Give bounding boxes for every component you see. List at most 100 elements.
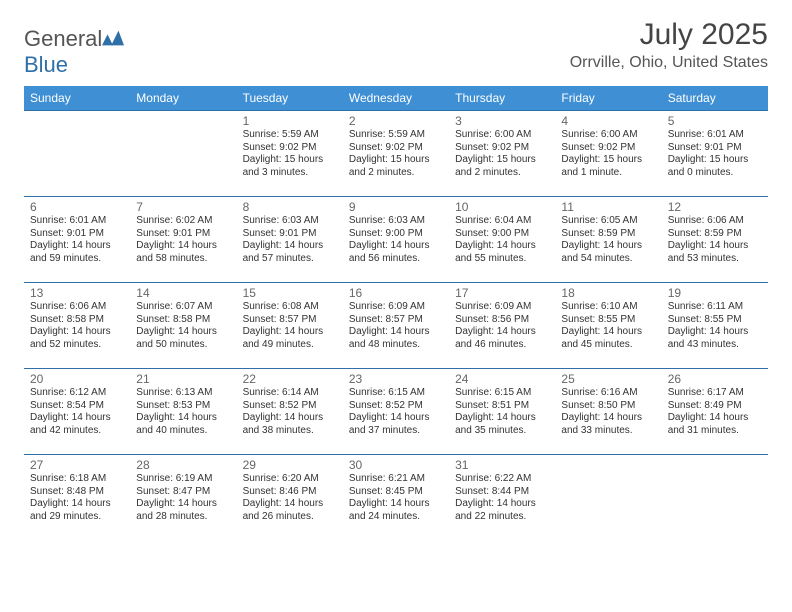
sunset-line: Sunset: 8:51 PM — [455, 400, 549, 413]
daylight-line: Daylight: 14 hours and 54 minutes. — [561, 240, 655, 265]
day-number: 5 — [668, 114, 762, 128]
location-label: Orrville, Ohio, United States — [570, 54, 768, 72]
weekday-header: Friday — [555, 86, 661, 111]
sunset-line: Sunset: 8:53 PM — [136, 400, 230, 413]
calendar-day-cell: 15Sunrise: 6:08 AMSunset: 8:57 PMDayligh… — [237, 283, 343, 369]
weekday-header: Thursday — [449, 86, 555, 111]
calendar-day-cell: 27Sunrise: 6:18 AMSunset: 8:48 PMDayligh… — [24, 455, 130, 541]
sunrise-line: Sunrise: 6:18 AM — [30, 473, 124, 486]
daylight-line: Daylight: 14 hours and 29 minutes. — [30, 498, 124, 523]
daylight-line: Daylight: 14 hours and 50 minutes. — [136, 326, 230, 351]
day-number: 16 — [349, 286, 443, 300]
day-number: 6 — [30, 200, 124, 214]
calendar-day-cell: 23Sunrise: 6:15 AMSunset: 8:52 PMDayligh… — [343, 369, 449, 455]
calendar-day-cell: 30Sunrise: 6:21 AMSunset: 8:45 PMDayligh… — [343, 455, 449, 541]
day-number: 3 — [455, 114, 549, 128]
sunset-line: Sunset: 8:52 PM — [349, 400, 443, 413]
sunset-line: Sunset: 9:01 PM — [136, 228, 230, 241]
day-number: 19 — [668, 286, 762, 300]
sunset-line: Sunset: 9:01 PM — [30, 228, 124, 241]
sunset-line: Sunset: 8:45 PM — [349, 486, 443, 499]
calendar-day-cell: 10Sunrise: 6:04 AMSunset: 9:00 PMDayligh… — [449, 197, 555, 283]
day-number: 24 — [455, 372, 549, 386]
daylight-line: Daylight: 14 hours and 45 minutes. — [561, 326, 655, 351]
sunrise-line: Sunrise: 6:10 AM — [561, 301, 655, 314]
sunset-line: Sunset: 8:48 PM — [30, 486, 124, 499]
calendar-day-cell: 29Sunrise: 6:20 AMSunset: 8:46 PMDayligh… — [237, 455, 343, 541]
sunrise-line: Sunrise: 6:04 AM — [455, 215, 549, 228]
sunrise-line: Sunrise: 6:01 AM — [668, 129, 762, 142]
sunset-line: Sunset: 9:02 PM — [455, 142, 549, 155]
day-number: 4 — [561, 114, 655, 128]
sunrise-line: Sunrise: 6:06 AM — [30, 301, 124, 314]
brand-logo: General Blue — [24, 18, 124, 78]
daylight-line: Daylight: 15 hours and 3 minutes. — [243, 154, 337, 179]
sunrise-line: Sunrise: 6:08 AM — [243, 301, 337, 314]
daylight-line: Daylight: 14 hours and 43 minutes. — [668, 326, 762, 351]
sunrise-line: Sunrise: 6:16 AM — [561, 387, 655, 400]
sunset-line: Sunset: 8:44 PM — [455, 486, 549, 499]
sunrise-line: Sunrise: 6:00 AM — [561, 129, 655, 142]
sunset-line: Sunset: 9:00 PM — [455, 228, 549, 241]
day-number: 18 — [561, 286, 655, 300]
calendar-day-cell: 8Sunrise: 6:03 AMSunset: 9:01 PMDaylight… — [237, 197, 343, 283]
day-number: 30 — [349, 458, 443, 472]
sunrise-line: Sunrise: 6:07 AM — [136, 301, 230, 314]
daylight-line: Daylight: 15 hours and 1 minute. — [561, 154, 655, 179]
calendar-day-cell: 17Sunrise: 6:09 AMSunset: 8:56 PMDayligh… — [449, 283, 555, 369]
sunset-line: Sunset: 8:55 PM — [561, 314, 655, 327]
calendar-day-cell: 9Sunrise: 6:03 AMSunset: 9:00 PMDaylight… — [343, 197, 449, 283]
sunrise-line: Sunrise: 6:13 AM — [136, 387, 230, 400]
weekday-header: Saturday — [662, 86, 768, 111]
sunset-line: Sunset: 8:57 PM — [243, 314, 337, 327]
day-number: 13 — [30, 286, 124, 300]
daylight-line: Daylight: 15 hours and 2 minutes. — [349, 154, 443, 179]
sunrise-line: Sunrise: 6:05 AM — [561, 215, 655, 228]
calendar-day-cell: 3Sunrise: 6:00 AMSunset: 9:02 PMDaylight… — [449, 111, 555, 197]
sunrise-line: Sunrise: 6:00 AM — [455, 129, 549, 142]
day-number: 11 — [561, 200, 655, 214]
sunset-line: Sunset: 8:58 PM — [30, 314, 124, 327]
calendar-empty-cell — [130, 111, 236, 197]
sunset-line: Sunset: 8:47 PM — [136, 486, 230, 499]
sunset-line: Sunset: 8:57 PM — [349, 314, 443, 327]
sunset-line: Sunset: 8:55 PM — [668, 314, 762, 327]
sunset-line: Sunset: 9:00 PM — [349, 228, 443, 241]
calendar-day-cell: 26Sunrise: 6:17 AMSunset: 8:49 PMDayligh… — [662, 369, 768, 455]
day-number: 22 — [243, 372, 337, 386]
brand-name-a: General — [24, 26, 102, 51]
sunrise-line: Sunrise: 6:22 AM — [455, 473, 549, 486]
calendar-day-cell: 28Sunrise: 6:19 AMSunset: 8:47 PMDayligh… — [130, 455, 236, 541]
sunrise-line: Sunrise: 6:20 AM — [243, 473, 337, 486]
sunrise-line: Sunrise: 6:15 AM — [455, 387, 549, 400]
daylight-line: Daylight: 14 hours and 38 minutes. — [243, 412, 337, 437]
sunset-line: Sunset: 8:59 PM — [668, 228, 762, 241]
daylight-line: Daylight: 14 hours and 26 minutes. — [243, 498, 337, 523]
day-number: 14 — [136, 286, 230, 300]
daylight-line: Daylight: 14 hours and 37 minutes. — [349, 412, 443, 437]
calendar-week-row: 20Sunrise: 6:12 AMSunset: 8:54 PMDayligh… — [24, 369, 768, 455]
daylight-line: Daylight: 14 hours and 49 minutes. — [243, 326, 337, 351]
day-number: 29 — [243, 458, 337, 472]
day-number: 17 — [455, 286, 549, 300]
weekday-header: Tuesday — [237, 86, 343, 111]
sunrise-line: Sunrise: 6:15 AM — [349, 387, 443, 400]
sunset-line: Sunset: 8:59 PM — [561, 228, 655, 241]
calendar-week-row: 13Sunrise: 6:06 AMSunset: 8:58 PM Dayligh… — [24, 283, 768, 369]
weekday-header: Monday — [130, 86, 236, 111]
day-number: 23 — [349, 372, 443, 386]
sunrise-line: Sunrise: 6:03 AM — [243, 215, 337, 228]
daylight-line: Daylight: 14 hours and 53 minutes. — [668, 240, 762, 265]
daylight-line: Daylight: 14 hours and 56 minutes. — [349, 240, 443, 265]
sunrise-line: Sunrise: 6:12 AM — [30, 387, 124, 400]
daylight-line: Daylight: 14 hours and 33 minutes. — [561, 412, 655, 437]
day-number: 2 — [349, 114, 443, 128]
daylight-line: Daylight: 14 hours and 57 minutes. — [243, 240, 337, 265]
daylight-line: Daylight: 15 hours and 2 minutes. — [455, 154, 549, 179]
sunset-line: Sunset: 8:46 PM — [243, 486, 337, 499]
calendar-day-cell: 4Sunrise: 6:00 AMSunset: 9:02 PMDaylight… — [555, 111, 661, 197]
daylight-line: Daylight: 15 hours and 0 minutes. — [668, 154, 762, 179]
daylight-line: Daylight: 14 hours and 58 minutes. — [136, 240, 230, 265]
weekday-header-row: SundayMondayTuesdayWednesdayThursdayFrid… — [24, 86, 768, 111]
month-title: July 2025 — [570, 18, 768, 52]
